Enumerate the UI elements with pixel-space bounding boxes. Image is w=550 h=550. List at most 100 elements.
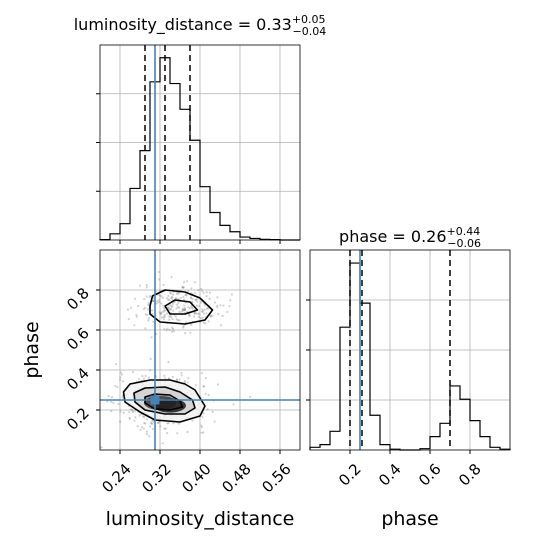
- scatter-point: [187, 289, 190, 292]
- scatter-point: [135, 315, 138, 318]
- scatter-point: [148, 435, 151, 438]
- xtick-label-luminosity-distance: 0.24: [98, 460, 134, 496]
- scatter-point: [149, 294, 152, 298]
- scatter-point: [208, 297, 211, 300]
- scatter-point: [151, 419, 154, 422]
- scatter-point: [216, 296, 219, 299]
- scatter-point: [187, 306, 190, 309]
- scatter-point: [178, 306, 181, 309]
- scatter-point: [197, 304, 201, 307]
- scatter-point: [167, 294, 170, 297]
- scatter-point: [219, 324, 222, 327]
- scatter-point: [178, 378, 181, 381]
- scatter-point: [188, 307, 191, 310]
- scatter-point: [148, 296, 151, 299]
- scatter-point: [216, 304, 219, 307]
- scatter-point: [131, 410, 135, 414]
- scatter-point: [169, 297, 173, 300]
- scatter-point: [219, 304, 222, 307]
- scatter-point: [204, 377, 207, 380]
- scatter-point: [169, 308, 172, 311]
- truth-marker: [150, 395, 160, 405]
- scatter-point: [147, 319, 150, 322]
- scatter-point: [182, 326, 185, 329]
- scatter-point: [143, 297, 146, 301]
- xtick-label-luminosity-distance: 0.40: [178, 460, 214, 496]
- scatter-point: [249, 395, 252, 399]
- scatter-point: [106, 400, 109, 403]
- scatter-point: [160, 316, 164, 319]
- scatter-point: [172, 309, 175, 312]
- scatter-point: [116, 385, 119, 388]
- ytick-label-phase: 0.8: [63, 284, 93, 314]
- xtick-label-phase: 0.4: [375, 460, 405, 490]
- ytick-label-phase: 0.6: [63, 324, 93, 354]
- title-luminosity-distance: luminosity_distance = 0.33+0.05 −0.04: [74, 13, 327, 38]
- scatter-point: [217, 312, 220, 316]
- scatter-point: [183, 304, 186, 307]
- scatter-point: [182, 309, 185, 312]
- scatter-point: [200, 317, 203, 320]
- scatter-point: [119, 378, 122, 381]
- scatter-point: [142, 377, 146, 380]
- scatter-point: [183, 281, 186, 284]
- scatter-point: [170, 276, 173, 279]
- scatter-point: [169, 308, 172, 311]
- scatter-point: [129, 408, 132, 411]
- scatter-point: [189, 305, 193, 308]
- scatter-point: [184, 308, 187, 311]
- scatter-point: [201, 316, 204, 320]
- scatter-point: [171, 318, 174, 321]
- scatter-point: [184, 293, 187, 297]
- scatter-point: [150, 422, 153, 425]
- scatter-point: [228, 305, 231, 308]
- scatter-point: [202, 310, 205, 313]
- scatter-point: [137, 305, 140, 308]
- scatter-point: [180, 310, 183, 313]
- scatter-point: [209, 315, 212, 318]
- scatter-point: [183, 308, 186, 311]
- scatter-point: [191, 419, 194, 422]
- scatter-point: [175, 318, 178, 321]
- scatter-point: [168, 328, 171, 332]
- scatter-point: [127, 318, 130, 321]
- scatter-point: [107, 395, 110, 398]
- scatter-point: [163, 427, 166, 430]
- xtick-label-phase: 0.8: [455, 460, 485, 490]
- scatter-point: [145, 430, 148, 433]
- scatter-point: [193, 281, 196, 284]
- scatter-point: [176, 319, 180, 322]
- scatter-point: [178, 292, 181, 295]
- xtick-label-phase: 0.6: [415, 460, 445, 490]
- scatter-point: [164, 427, 167, 430]
- scatter-point: [119, 371, 122, 374]
- scatter-point: [131, 409, 134, 412]
- scatter-point: [208, 291, 212, 294]
- scatter-point: [188, 314, 191, 317]
- scatter-point: [170, 295, 173, 298]
- scatter-point: [162, 315, 165, 318]
- scatter-point: [204, 322, 207, 325]
- scatter-point: [201, 289, 204, 292]
- scatter-point: [119, 420, 122, 423]
- scatter-point: [205, 312, 208, 315]
- scatter-point: [168, 299, 171, 302]
- scatter-point: [176, 432, 179, 435]
- scatter-point: [141, 426, 144, 429]
- scatter-point: [147, 303, 150, 307]
- scatter-point: [156, 421, 159, 425]
- scatter-point: [181, 285, 184, 289]
- scatter-point: [216, 306, 219, 309]
- scatter-point: [197, 312, 200, 315]
- scatter-point: [152, 297, 155, 300]
- scatter-point: [122, 380, 125, 383]
- scatter-point: [171, 375, 174, 378]
- scatter-point: [221, 314, 224, 318]
- scatter-point: [200, 424, 203, 427]
- scatter-point: [175, 379, 179, 382]
- scatter-point: [202, 431, 205, 434]
- scatter-point: [186, 430, 189, 434]
- scatter-point: [176, 306, 179, 309]
- scatter-point: [168, 318, 171, 321]
- scatter-point: [201, 308, 204, 311]
